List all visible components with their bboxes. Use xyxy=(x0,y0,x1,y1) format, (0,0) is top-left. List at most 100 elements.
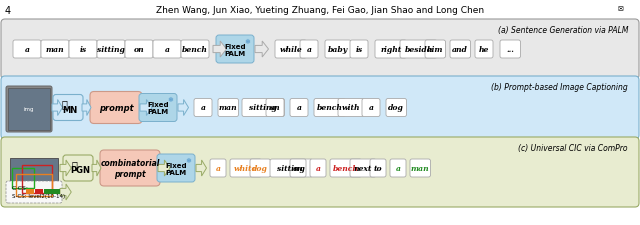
Bar xyxy=(8,89,50,130)
FancyBboxPatch shape xyxy=(6,87,52,132)
Text: 4: 4 xyxy=(5,6,11,16)
FancyArrow shape xyxy=(158,160,170,176)
Text: 🔥: 🔥 xyxy=(71,159,77,169)
FancyArrow shape xyxy=(82,100,91,116)
FancyBboxPatch shape xyxy=(1,77,639,139)
FancyBboxPatch shape xyxy=(338,99,364,117)
FancyBboxPatch shape xyxy=(310,159,326,177)
Text: a: a xyxy=(164,46,170,54)
FancyBboxPatch shape xyxy=(325,41,351,59)
FancyBboxPatch shape xyxy=(400,41,437,59)
FancyBboxPatch shape xyxy=(475,41,493,59)
FancyBboxPatch shape xyxy=(153,41,181,59)
Text: bench: bench xyxy=(333,164,358,172)
Bar xyxy=(44,189,60,194)
FancyBboxPatch shape xyxy=(6,181,62,203)
Text: MN: MN xyxy=(62,106,77,115)
Text: on: on xyxy=(269,104,280,112)
Text: sitting: sitting xyxy=(250,104,277,112)
FancyBboxPatch shape xyxy=(270,159,312,177)
Text: C-CS:: C-CS: xyxy=(12,186,29,191)
FancyBboxPatch shape xyxy=(266,99,284,117)
FancyBboxPatch shape xyxy=(314,99,346,117)
Text: PGN: PGN xyxy=(70,166,90,175)
FancyArrow shape xyxy=(178,100,189,116)
Bar xyxy=(35,189,43,194)
Text: a: a xyxy=(316,164,321,172)
Text: is: is xyxy=(355,46,363,54)
Text: sitting: sitting xyxy=(97,46,125,54)
Text: dog: dog xyxy=(252,164,268,172)
FancyBboxPatch shape xyxy=(275,41,307,59)
FancyArrow shape xyxy=(196,160,207,176)
Text: with: with xyxy=(342,104,360,112)
FancyBboxPatch shape xyxy=(210,159,226,177)
Text: img: img xyxy=(24,107,35,112)
FancyBboxPatch shape xyxy=(350,41,368,59)
Text: ❅: ❅ xyxy=(167,97,173,103)
FancyArrow shape xyxy=(60,184,71,200)
FancyArrow shape xyxy=(140,100,152,116)
FancyBboxPatch shape xyxy=(386,99,406,117)
Text: (a) Sentence Generation via PALM: (a) Sentence Generation via PALM xyxy=(497,26,628,35)
Text: man: man xyxy=(219,104,237,112)
Text: and: and xyxy=(452,46,468,54)
Text: sitting: sitting xyxy=(277,164,305,172)
Text: a: a xyxy=(296,104,301,112)
Text: Fixed: Fixed xyxy=(224,44,246,50)
Text: a: a xyxy=(396,164,401,172)
Text: (c) Universal CIC via ComPro: (c) Universal CIC via ComPro xyxy=(518,143,628,152)
Text: PALM: PALM xyxy=(165,169,187,175)
Text: ✉: ✉ xyxy=(618,6,624,12)
Text: ❅: ❅ xyxy=(185,157,191,163)
FancyBboxPatch shape xyxy=(362,99,380,117)
Text: on: on xyxy=(292,164,303,172)
Text: a: a xyxy=(369,104,374,112)
FancyBboxPatch shape xyxy=(63,155,93,181)
FancyBboxPatch shape xyxy=(425,41,445,59)
FancyBboxPatch shape xyxy=(157,154,195,182)
Text: he: he xyxy=(479,46,489,54)
Bar xyxy=(26,189,34,194)
FancyBboxPatch shape xyxy=(230,159,262,177)
Text: prompt: prompt xyxy=(99,104,133,112)
FancyBboxPatch shape xyxy=(290,159,306,177)
FancyBboxPatch shape xyxy=(250,159,271,177)
FancyBboxPatch shape xyxy=(69,41,97,59)
Text: while: while xyxy=(280,46,302,54)
Text: man: man xyxy=(411,164,429,172)
FancyBboxPatch shape xyxy=(90,92,142,124)
Bar xyxy=(10,158,58,198)
Text: man: man xyxy=(45,46,64,54)
FancyBboxPatch shape xyxy=(350,159,376,177)
FancyBboxPatch shape xyxy=(1,137,639,207)
Text: beside: beside xyxy=(404,46,432,54)
FancyBboxPatch shape xyxy=(218,99,239,117)
Text: bench: bench xyxy=(317,104,342,112)
FancyBboxPatch shape xyxy=(290,99,308,117)
Text: to: to xyxy=(374,164,382,172)
Text: is: is xyxy=(79,46,86,54)
Bar xyxy=(22,165,52,193)
Text: a: a xyxy=(200,104,205,112)
FancyBboxPatch shape xyxy=(242,99,285,117)
FancyBboxPatch shape xyxy=(390,159,406,177)
FancyBboxPatch shape xyxy=(13,41,41,59)
Bar xyxy=(16,174,52,196)
Text: Fixed: Fixed xyxy=(165,162,187,168)
Text: right: right xyxy=(380,46,401,54)
Text: PALM: PALM xyxy=(147,109,168,115)
FancyBboxPatch shape xyxy=(97,41,125,59)
FancyBboxPatch shape xyxy=(181,41,209,59)
FancyBboxPatch shape xyxy=(1,20,639,80)
Text: baby: baby xyxy=(328,46,348,54)
FancyBboxPatch shape xyxy=(330,159,362,177)
FancyBboxPatch shape xyxy=(53,95,83,121)
Text: S-CS: level2(10-14): S-CS: level2(10-14) xyxy=(12,194,65,199)
FancyBboxPatch shape xyxy=(375,41,406,59)
Text: ...: ... xyxy=(506,46,514,54)
FancyArrow shape xyxy=(52,100,63,116)
FancyBboxPatch shape xyxy=(450,41,470,59)
FancyBboxPatch shape xyxy=(410,159,431,177)
Text: bench: bench xyxy=(182,46,208,54)
